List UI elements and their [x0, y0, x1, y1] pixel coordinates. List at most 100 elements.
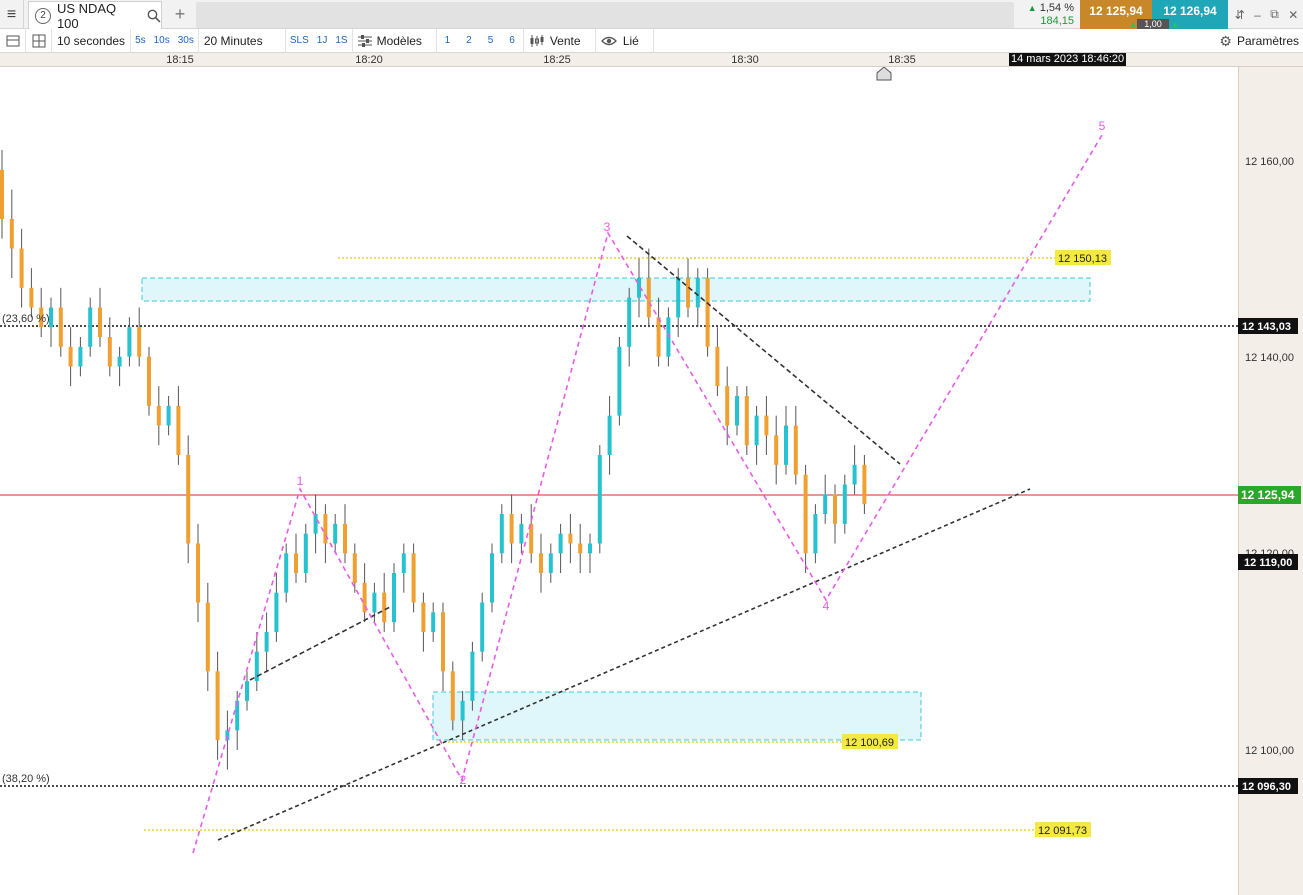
candles-icon	[530, 34, 544, 47]
menu-icon[interactable]: ≡	[0, 0, 24, 29]
candle	[156, 405, 161, 426]
search-icon[interactable]	[147, 9, 161, 23]
candle	[617, 346, 622, 416]
supply-zone	[141, 277, 1091, 302]
models-button[interactable]: Modèles	[353, 28, 437, 53]
candle	[254, 651, 259, 682]
time-tick: 18:30	[731, 54, 759, 66]
time-tick: 18:20	[355, 54, 383, 66]
candle	[78, 346, 83, 367]
candle	[705, 278, 710, 347]
candle	[637, 278, 641, 298]
candle	[480, 602, 485, 652]
change-percent: ▲ 1,54 %	[1028, 2, 1074, 15]
price-chart[interactable]: 1 2 3 4 5 (23,60 %) (38,20 %) 12 150,13 …	[0, 67, 1303, 895]
wave-label-2: 2	[460, 773, 467, 787]
period-1j-button[interactable]: 1J	[316, 35, 328, 46]
candle	[597, 455, 602, 544]
candle	[499, 514, 504, 554]
candle	[196, 543, 200, 603]
interval-dropdown[interactable]: 10 secondes	[52, 28, 132, 53]
candle	[372, 592, 377, 613]
count-6-button[interactable]: 6	[501, 28, 524, 53]
candle	[715, 346, 720, 387]
wave-label-4: 4	[823, 599, 830, 613]
candle	[127, 327, 132, 357]
chart-toolbar: 10 secondes 5s 10s 30s 20 Minutes SLS 1J…	[0, 28, 1303, 53]
candle	[754, 415, 759, 446]
layout-grid-icon[interactable]	[26, 28, 52, 53]
count-1-button[interactable]: 1	[444, 35, 451, 46]
candle	[186, 455, 191, 544]
candle	[352, 553, 357, 583]
candle	[813, 514, 818, 554]
fib-382-label: (38,20 %)	[2, 773, 50, 785]
sell-label: Vente	[549, 33, 581, 48]
candle	[470, 651, 475, 701]
settings-button[interactable]: ⚙ Paramètres	[1219, 29, 1299, 53]
candle	[548, 553, 553, 573]
quick-interval-30s[interactable]: 30s	[174, 28, 199, 53]
time-cursor-marker-icon[interactable]	[876, 67, 892, 81]
instrument-tab[interactable]: 2 US NDAQ 100	[28, 1, 162, 31]
candle	[264, 632, 269, 652]
time-tick: 18:15	[166, 54, 194, 66]
linked-button[interactable]: Lié	[596, 28, 654, 53]
time-tick: 18:35	[888, 54, 916, 66]
popout-icon[interactable]: ⧉	[1270, 7, 1279, 21]
candle	[460, 700, 465, 721]
wave-label-1: 1	[297, 474, 304, 488]
candle	[176, 405, 181, 455]
candles-group	[0, 150, 867, 770]
candle	[646, 278, 651, 318]
candle	[852, 464, 857, 485]
candle	[313, 514, 318, 534]
candle	[735, 396, 739, 426]
trendline	[249, 606, 391, 681]
candle	[431, 612, 436, 632]
candle	[19, 248, 24, 288]
minimize-icon[interactable]: ‒	[1254, 7, 1261, 22]
candle	[29, 287, 34, 308]
range-dropdown[interactable]: 20 Minutes	[199, 28, 286, 53]
candle	[303, 533, 308, 573]
count-2-button[interactable]: 2	[466, 35, 472, 46]
price-tick: 12 100,00	[1245, 745, 1294, 757]
elliott-wave-path	[192, 134, 1103, 854]
candle	[539, 553, 543, 573]
candle	[725, 386, 730, 426]
candle	[774, 435, 779, 465]
up-triangle-icon: ▲	[1171, 20, 1179, 29]
candle	[98, 307, 102, 337]
fib-382-price-tag: 12 096,30	[1242, 781, 1291, 793]
candle	[323, 514, 328, 544]
time-tick: 18:25	[543, 54, 571, 66]
window-controls: ⇵ ‒ ⧉ ✕	[1230, 0, 1303, 29]
candle	[803, 474, 808, 554]
sls-button[interactable]: SLS	[289, 35, 309, 46]
scroll-arrows-icon[interactable]: ⇵	[1234, 7, 1245, 22]
price-tick: 12 140,00	[1245, 352, 1294, 364]
count-5-button[interactable]: 5	[487, 35, 494, 46]
wave-label-3: 3	[604, 220, 611, 234]
price-axis[interactable]	[1238, 67, 1303, 895]
add-tab-button[interactable]: +	[174, 4, 186, 24]
quick-interval-5s[interactable]: 5s	[135, 35, 146, 46]
wave-label-5: 5	[1099, 119, 1106, 133]
period-1s-button[interactable]: 1S	[331, 28, 353, 53]
close-icon[interactable]: ✕	[1288, 7, 1299, 22]
quick-interval-10s[interactable]: 10s	[153, 35, 170, 46]
chart-type-icon[interactable]	[0, 28, 26, 53]
sell-button[interactable]: Vente	[524, 28, 596, 53]
candle	[529, 523, 534, 554]
low-tag-bg	[1035, 822, 1091, 837]
candle	[245, 681, 249, 701]
eye-icon	[600, 36, 617, 45]
sell-price-button[interactable]: 12 125,94	[1080, 0, 1152, 29]
candle	[274, 592, 279, 632]
change-display: ▲ 1,54 % 184,15	[1020, 0, 1078, 29]
candle	[215, 671, 220, 741]
candle	[205, 602, 210, 672]
tab-strip	[196, 2, 1014, 28]
current-price-tag: 12 125,94	[1241, 488, 1295, 502]
